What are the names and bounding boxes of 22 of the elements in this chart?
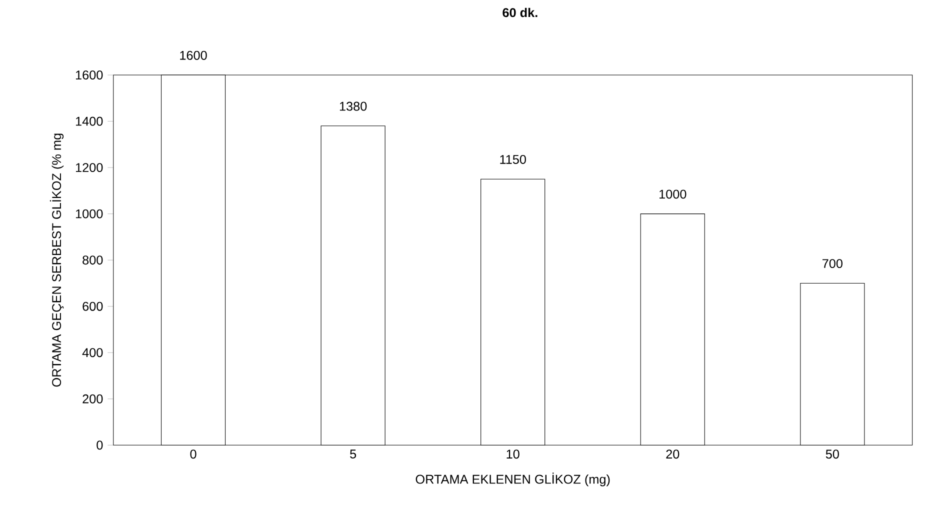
data-label: 700: [822, 259, 842, 268]
y-tick-label: 1000: [76, 209, 103, 218]
x-axis-title: ORTAMA EKLENEN GLİKOZ (mg): [416, 472, 610, 486]
y-axis-title: ORTAMA GEÇEN SERBEST GLİKOZ (% mg: [50, 134, 64, 387]
chart-title: 60 dk.: [502, 8, 538, 18]
y-tick-label: 200: [82, 394, 103, 404]
data-label: 1380: [340, 102, 367, 111]
y-tick-label: 1600: [76, 70, 103, 80]
x-tick-label: 5: [350, 450, 356, 458]
data-label: 1150: [500, 154, 526, 164]
x-tick-label: 0: [190, 450, 196, 459]
y-tick-label: 800: [82, 256, 103, 264]
x-tick-label: 20: [666, 450, 680, 459]
data-label: 1000: [660, 190, 686, 199]
y-tick-label: 400: [82, 348, 103, 358]
y-tick-label: 1200: [76, 162, 103, 172]
x-tick-label: 50: [826, 450, 839, 459]
data-label: 1600: [180, 50, 207, 60]
x-tick-label: 10: [506, 450, 520, 459]
y-tick-label: 0: [96, 440, 103, 450]
y-tick-label: 600: [82, 302, 103, 311]
y-tick-label: 1400: [76, 116, 103, 126]
